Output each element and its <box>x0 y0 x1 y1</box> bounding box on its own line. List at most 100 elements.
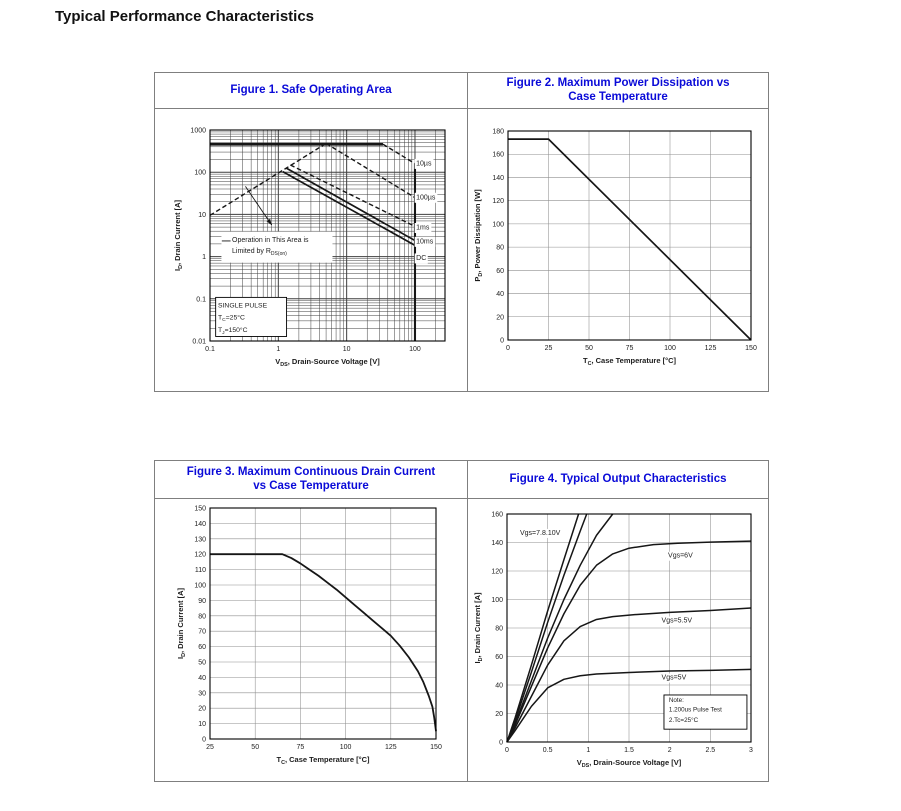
figure1-title: Figure 1. Safe Operating Area <box>155 73 468 109</box>
svg-text:140: 140 <box>492 175 504 182</box>
figure2-title: Figure 2. Maximum Power Dissipation vs C… <box>468 73 768 109</box>
svg-text:140: 140 <box>491 540 503 547</box>
figure-table-bottom: Figure 3. Maximum Continuous Drain Curre… <box>154 460 769 782</box>
svg-text:20: 20 <box>198 706 206 713</box>
svg-text:ID, Drain Current [A]: ID, Drain Current [A] <box>473 592 484 664</box>
svg-text:PD, Power Dissipation [W]: PD, Power Dissipation [W] <box>473 189 484 282</box>
svg-text:DC: DC <box>416 255 426 262</box>
svg-text:130: 130 <box>194 536 206 543</box>
svg-text:70: 70 <box>198 629 206 636</box>
svg-text:TC, Case Temperature [°C]: TC, Case Temperature [°C] <box>276 755 370 766</box>
svg-text:VDS, Drain-Source Voltage [V]: VDS, Drain-Source Voltage [V] <box>577 758 682 769</box>
svg-text:100: 100 <box>340 744 352 751</box>
svg-text:20: 20 <box>496 314 504 321</box>
svg-text:2.Tc=25°C: 2.Tc=25°C <box>669 716 699 724</box>
svg-text:50: 50 <box>585 345 593 352</box>
svg-text:100: 100 <box>194 583 206 590</box>
svg-text:1: 1 <box>276 346 280 353</box>
svg-text:180: 180 <box>492 129 504 136</box>
svg-text:10: 10 <box>198 212 206 219</box>
svg-text:1: 1 <box>202 254 206 261</box>
svg-text:1.200us Pulse Test: 1.200us Pulse Test <box>669 706 722 713</box>
svg-text:0: 0 <box>505 747 509 754</box>
svg-text:75: 75 <box>626 345 634 352</box>
svg-text:VDS, Drain-Source Voltage [V]: VDS, Drain-Source Voltage [V] <box>275 357 380 368</box>
svg-text:50: 50 <box>251 744 259 751</box>
svg-text:120: 120 <box>491 569 503 576</box>
figure-table-top: Figure 1. Safe Operating Area Figure 2. … <box>154 72 769 392</box>
svg-text:10: 10 <box>198 721 206 728</box>
svg-text:20: 20 <box>495 711 503 718</box>
svg-text:160: 160 <box>491 512 503 519</box>
svg-text:Vgs=5.5V: Vgs=5.5V <box>662 618 693 625</box>
svg-text:ID, Drain Current [A]: ID, Drain Current [A] <box>173 200 184 272</box>
svg-text:30: 30 <box>198 690 206 697</box>
svg-text:100: 100 <box>491 597 503 604</box>
svg-text:160: 160 <box>492 152 504 159</box>
svg-text:1ms: 1ms <box>416 225 430 232</box>
svg-text:1000: 1000 <box>190 128 206 135</box>
svg-text:3: 3 <box>749 747 753 754</box>
svg-text:40: 40 <box>496 291 504 298</box>
svg-text:120: 120 <box>194 552 206 559</box>
svg-text:110: 110 <box>195 567 206 574</box>
svg-text:Note:: Note: <box>669 697 684 704</box>
svg-text:Limited by RDS(on): Limited by RDS(on) <box>232 248 287 257</box>
svg-text:60: 60 <box>198 644 206 651</box>
svg-text:25: 25 <box>206 744 214 751</box>
svg-text:Vgs=6V: Vgs=6V <box>668 553 693 560</box>
figure4-output-characteristics-chart: Note: 1.200us Pulse Test 2.Tc=25°C Vgs=7.8.… <box>473 512 753 769</box>
figure3-cell: 25 50 75 100 125 150 0 10 20 30 40 50 60 70 80 90 100 110… <box>155 499 468 781</box>
svg-text:40: 40 <box>495 683 503 690</box>
svg-text:0.1: 0.1 <box>205 346 215 353</box>
svg-text:125: 125 <box>385 744 397 751</box>
svg-text:80: 80 <box>495 626 503 633</box>
svg-text:0.5: 0.5 <box>543 747 553 754</box>
svg-text:TC=25°C: TC=25°C <box>218 313 245 323</box>
svg-text:SINGLE PULSE: SINGLE PULSE <box>218 302 268 309</box>
svg-text:120: 120 <box>492 198 504 205</box>
svg-text:10µs: 10µs <box>416 160 432 167</box>
svg-text:0.1: 0.1 <box>196 296 206 303</box>
svg-text:60: 60 <box>495 654 503 661</box>
svg-text:50: 50 <box>198 660 206 667</box>
svg-text:80: 80 <box>198 613 206 620</box>
svg-text:ID, Drain Current [A]: ID, Drain Current [A] <box>176 588 187 660</box>
figure4-title: Figure 4. Typical Output Characteristics <box>468 461 768 499</box>
svg-text:125: 125 <box>705 345 717 352</box>
svg-text:0: 0 <box>500 338 504 345</box>
page-title: Typical Performance Characteristics <box>55 8 315 25</box>
svg-text:Vgs=5V: Vgs=5V <box>662 675 687 682</box>
svg-text:140: 140 <box>194 521 206 528</box>
svg-text:25: 25 <box>545 345 553 352</box>
svg-text:2.5: 2.5 <box>705 747 715 754</box>
svg-text:0: 0 <box>499 740 503 747</box>
svg-text:150: 150 <box>745 345 757 352</box>
svg-text:0: 0 <box>202 737 206 744</box>
svg-text:100: 100 <box>194 170 206 177</box>
svg-text:100: 100 <box>664 345 676 352</box>
svg-text:150: 150 <box>430 744 442 751</box>
figure2-cell: 0 25 50 75 100 125 150 0 20 40 60 80 100 120 140 160 180… <box>468 109 768 391</box>
svg-text:100µs: 100µs <box>416 194 436 201</box>
svg-text:150: 150 <box>194 506 206 513</box>
svg-text:100: 100 <box>409 346 421 353</box>
figure4-cell: Note: 1.200us Pulse Test 2.Tc=25°C Vgs=7.8.… <box>468 499 768 781</box>
figure1-cell: Operation in This Area is Limited by RDS(… <box>155 109 468 391</box>
figure2-power-dissipation-chart: 0 25 50 75 100 125 150 0 20 40 60 80 100 120 140 160 180… <box>473 129 757 367</box>
svg-text:Vgs=7.8.10V: Vgs=7.8.10V <box>520 530 561 537</box>
svg-text:75: 75 <box>297 744 305 751</box>
svg-text:40: 40 <box>198 675 206 682</box>
svg-text:TJ=150°C: TJ=150°C <box>218 326 248 336</box>
svg-text:10ms: 10ms <box>416 238 434 245</box>
figure3-drain-current-chart: 25 50 75 100 125 150 0 10 20 30 40 50 60 70 80 90 100 110… <box>176 506 442 766</box>
svg-text:10: 10 <box>343 346 351 353</box>
svg-text:0.01: 0.01 <box>192 339 206 346</box>
svg-text:90: 90 <box>198 598 206 605</box>
svg-text:60: 60 <box>496 268 504 275</box>
svg-text:1.5: 1.5 <box>624 747 634 754</box>
svg-text:1: 1 <box>586 747 590 754</box>
svg-text:80: 80 <box>496 245 504 252</box>
svg-text:Operation in This Area is: Operation in This Area is <box>232 237 309 244</box>
